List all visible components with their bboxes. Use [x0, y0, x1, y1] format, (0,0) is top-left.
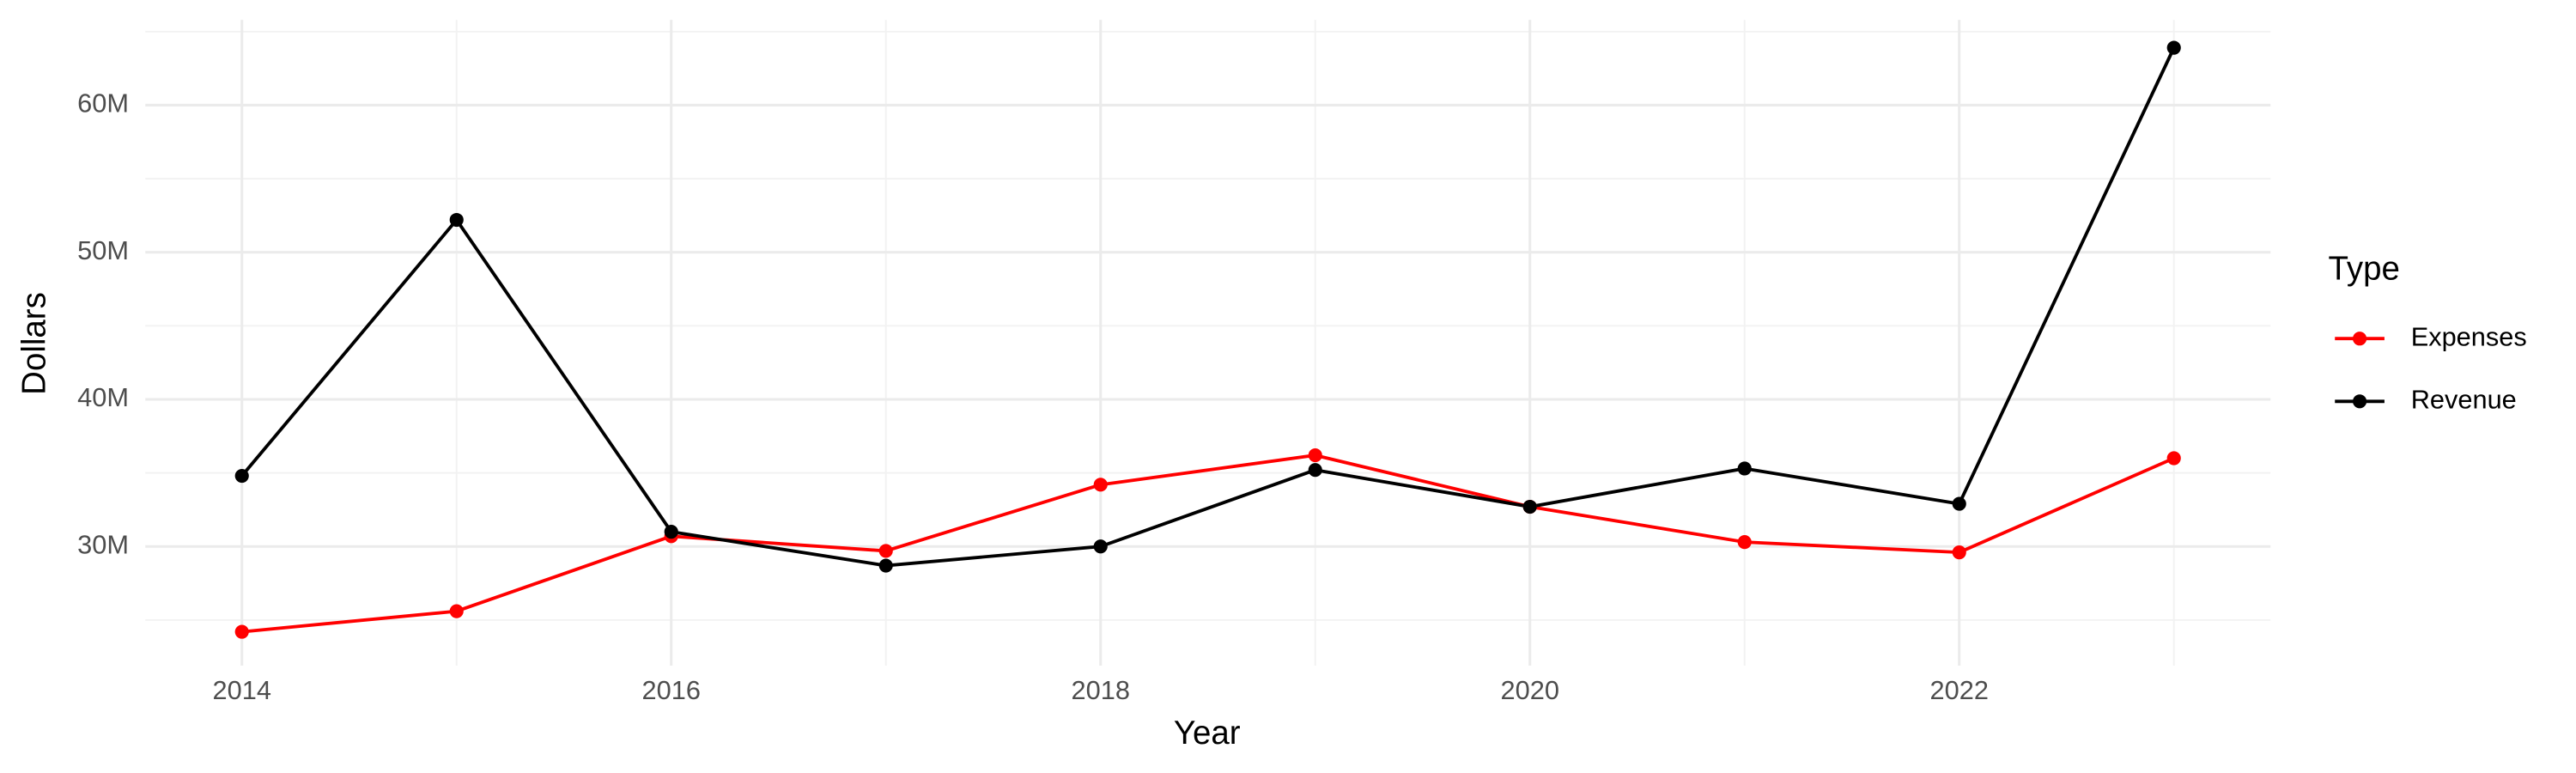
data-point — [1952, 496, 1966, 511]
series-line — [241, 453, 2175, 634]
series-line — [240, 46, 2176, 568]
legend-label: Revenue — [2411, 384, 2517, 414]
data-point — [1737, 535, 1752, 550]
x-tick-label: 2022 — [1930, 675, 1989, 705]
data-point — [1522, 499, 1537, 514]
data-point — [878, 558, 893, 573]
y-axis-title: Dollars — [15, 292, 52, 395]
data-point — [1308, 463, 1322, 478]
x-tick-label: 2020 — [1501, 675, 1559, 705]
data-point — [1093, 478, 1108, 492]
data-point — [1952, 545, 1966, 560]
x-axis-title: Year — [1174, 715, 1241, 752]
data-point — [2166, 40, 2181, 55]
legend-label: Expenses — [2411, 321, 2527, 351]
x-tick-label: 2014 — [213, 675, 271, 705]
legend-key-point — [2353, 332, 2367, 346]
legend-key-point — [2353, 394, 2367, 409]
data-point — [1308, 447, 1322, 463]
data-point — [449, 212, 464, 228]
x-tick-label: 2018 — [1072, 675, 1130, 705]
data-point — [1737, 461, 1752, 476]
data-point — [234, 624, 249, 639]
data-point — [878, 544, 893, 558]
data-point — [449, 604, 464, 618]
data-point — [2166, 451, 2181, 466]
data-point — [1093, 539, 1108, 554]
x-tick-label: 2016 — [642, 675, 701, 705]
y-tick-label: 50M — [77, 235, 129, 265]
y-tick-label: 40M — [77, 382, 129, 412]
y-tick-label: 30M — [77, 529, 129, 559]
y-tick-label: 60M — [77, 88, 129, 119]
legend-title: Type — [2329, 251, 2400, 288]
data-point — [234, 468, 249, 484]
data-point — [664, 525, 678, 539]
